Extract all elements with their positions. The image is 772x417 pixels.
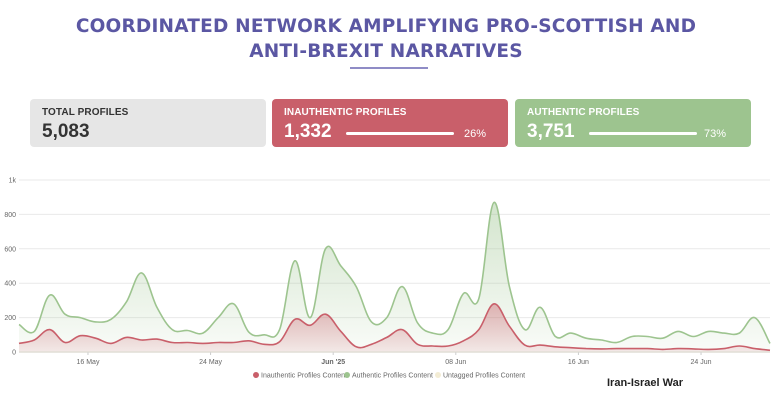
legend-marker-2 bbox=[435, 372, 441, 378]
chart-legend: Inauthentic Profiles Content Authentic Pr… bbox=[253, 372, 525, 380]
y-tick-label-400: 400 bbox=[4, 281, 16, 288]
y-tick-label-200: 200 bbox=[4, 315, 16, 322]
inauthentic-progress-bar bbox=[346, 132, 454, 135]
total-profiles-label: TOTAL PROFILES bbox=[42, 107, 129, 118]
authentic-profiles-card: AUTHENTIC PROFILES 3,751 73% bbox=[515, 99, 751, 147]
inauthentic-profiles-label: INAUTHENTIC PROFILES bbox=[284, 107, 407, 118]
title-line-2: ANTI-BREXIT NARRATIVES bbox=[249, 41, 523, 62]
inauthentic-percent: 26% bbox=[464, 128, 487, 140]
legend-marker-1 bbox=[344, 372, 350, 378]
chart-axes: 0 200 400 600 800 1k 16 May 24 May Jun '25 08 Jun… bbox=[4, 178, 770, 366]
y-tick-label-800: 800 bbox=[4, 212, 16, 219]
authentic-progress-bar bbox=[589, 132, 697, 135]
inauthentic-series-line bbox=[18, 303, 771, 352]
legend-label-1: Authentic Profiles Content bbox=[352, 373, 433, 380]
legend-label-0: Inauthentic Profiles Content bbox=[261, 373, 347, 380]
y-tick-label-1000: 1k bbox=[9, 178, 17, 185]
chart-areas bbox=[18, 201, 771, 353]
x-tick-label-1: 24 May bbox=[199, 359, 222, 366]
total-profiles-value: 5,083 bbox=[42, 121, 90, 142]
y-tick-label-0: 0 bbox=[12, 350, 16, 357]
title-underline bbox=[350, 67, 428, 69]
legend-marker-0 bbox=[253, 372, 259, 378]
footer-topic-tag: Iran-Israel War bbox=[607, 377, 684, 389]
authentic-percent: 73% bbox=[704, 128, 727, 140]
authentic-profiles-value: 3,751 bbox=[527, 121, 575, 142]
x-tick-label-3: 08 Jun bbox=[445, 359, 466, 366]
inauthentic-profiles-value: 1,332 bbox=[284, 121, 332, 142]
total-profiles-card: TOTAL PROFILES 5,083 bbox=[30, 99, 266, 147]
y-tick-label-600: 600 bbox=[4, 246, 16, 253]
x-tick-label-4: 16 Jun bbox=[568, 359, 589, 366]
x-tick-label-2: Jun '25 bbox=[321, 359, 345, 366]
x-tick-label-0: 16 May bbox=[76, 359, 99, 366]
title-line-1: COORDINATED NETWORK AMPLIFYING PRO-SCOTT… bbox=[75, 16, 697, 37]
inauthentic-area-fill bbox=[19, 303, 770, 352]
authentic-area-fill bbox=[19, 202, 770, 352]
x-tick-label-5: 24 Jun bbox=[691, 359, 712, 366]
page-title: COORDINATED NETWORK AMPLIFYING PRO-SCOTT… bbox=[0, 14, 772, 64]
inauthentic-profiles-card: INAUTHENTIC PROFILES 1,332 26% bbox=[272, 99, 508, 147]
legend-label-2: Untagged Profiles Content bbox=[443, 373, 525, 380]
authentic-profiles-label: AUTHENTIC PROFILES bbox=[527, 107, 640, 118]
authentic-series-line bbox=[18, 201, 771, 344]
